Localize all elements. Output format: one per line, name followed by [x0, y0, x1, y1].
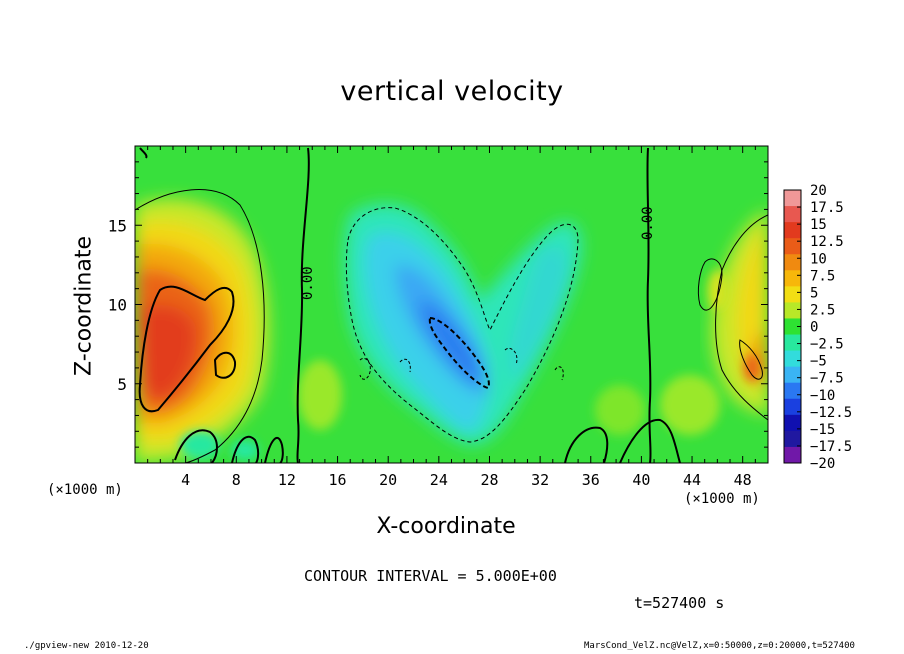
- contour-label: 0.00: [640, 206, 656, 240]
- x-tick-label: 16: [329, 471, 347, 489]
- colorbar-label: 2.5: [810, 302, 835, 318]
- contour-label: 0.00: [300, 266, 316, 300]
- colorbar-label: 15: [810, 217, 827, 233]
- y-tick-label: 10: [108, 296, 127, 315]
- x-tick-label: 8: [232, 471, 241, 489]
- colorbar-label: 12.5: [810, 234, 844, 250]
- contour-interval-note: CONTOUR INTERVAL = 5.000E+00: [304, 567, 557, 585]
- time-label: t=527400 s: [634, 594, 725, 612]
- x-unit-label: (×1000 m): [684, 491, 760, 507]
- colorbar-swatch: [784, 430, 801, 448]
- x-tick-label: 4: [181, 471, 190, 489]
- colorbar-swatch: [784, 238, 801, 255]
- colorbar-label: 20: [810, 183, 827, 199]
- y-tick-label: 15: [108, 216, 127, 235]
- colorbar-swatch: [784, 414, 801, 432]
- colorbar-swatch: [784, 270, 801, 287]
- footer-right: MarsCond_VelZ.nc@VelZ,x=0:50000,z=0:2000…: [584, 641, 855, 651]
- x-tick-label: 36: [582, 471, 600, 489]
- x-tick-label: 24: [430, 471, 448, 489]
- colorbar-label: −20: [810, 456, 835, 472]
- colorbar-label: −2.5: [810, 337, 844, 353]
- x-unit-label: (×1000 m): [47, 482, 123, 498]
- colorbar-swatch: [784, 254, 801, 271]
- colorbar-swatch: [784, 190, 801, 207]
- x-tick-label: 44: [683, 471, 701, 489]
- y-axis-label: Z-coordinate: [71, 236, 97, 376]
- colorbar-swatch: [784, 398, 801, 416]
- colorbar-label: −17.5: [810, 439, 852, 455]
- colorbar-swatch: [784, 206, 801, 223]
- colorbar-label: 10: [810, 251, 827, 267]
- colorbar-swatch: [784, 446, 801, 464]
- colorbar-label: 17.5: [810, 200, 844, 216]
- colorbar-label: 7.5: [810, 268, 835, 284]
- colorbar-swatch: [784, 366, 801, 384]
- footer-left: ./gpview-new 2010-12-20: [24, 641, 149, 651]
- colorbar-swatch: [784, 350, 801, 368]
- x-tick-label: 28: [480, 471, 498, 489]
- heatmap-field: [135, 146, 768, 463]
- colorbar-label: −12.5: [810, 405, 852, 421]
- colorbar-swatch: [784, 318, 801, 336]
- colorbar-swatch: [784, 286, 801, 303]
- colorbar-swatch: [784, 382, 801, 400]
- colorbar-label: 5: [810, 285, 818, 301]
- colorbar-label: −5: [810, 354, 827, 370]
- colorbar-swatch: [784, 334, 801, 352]
- colorbar-label: −10: [810, 388, 835, 404]
- colorbar-swatch: [784, 222, 801, 239]
- x-axis-label: X-coordinate: [376, 514, 516, 539]
- chart-title: vertical velocity: [340, 76, 564, 107]
- x-tick-label: 48: [734, 471, 752, 489]
- colorbar-label: 0: [810, 320, 818, 336]
- x-tick-label: 12: [278, 471, 296, 489]
- colorbar-label: −15: [810, 422, 835, 438]
- contour-lines: [135, 147, 768, 463]
- colorbar-label: −7.5: [810, 371, 844, 387]
- y-tick-label: 5: [117, 375, 127, 394]
- x-tick-label: 32: [531, 471, 549, 489]
- colorbar-swatch: [784, 302, 801, 319]
- x-tick-label: 40: [632, 471, 650, 489]
- x-tick-label: 20: [379, 471, 397, 489]
